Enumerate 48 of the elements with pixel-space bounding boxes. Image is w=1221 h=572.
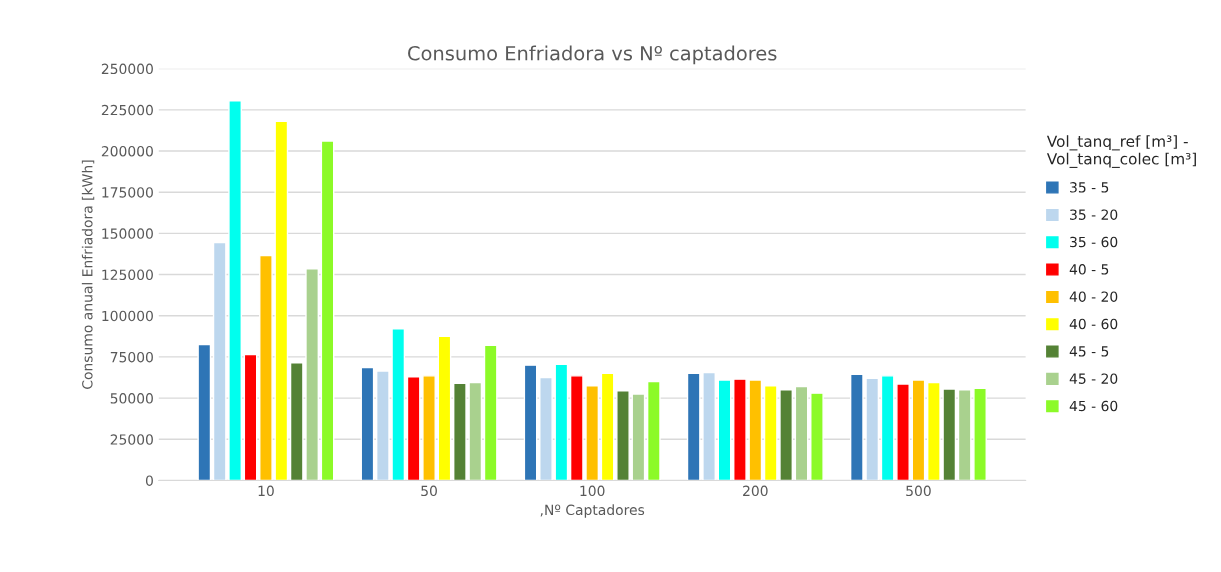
legend-label: 40 - 20 <box>1069 291 1118 302</box>
bar <box>360 366 375 481</box>
y-tick-label: 50000 <box>110 393 153 404</box>
legend-label: 40 - 60 <box>1069 318 1118 330</box>
y-tick-label: 250000 <box>101 63 153 75</box>
bar <box>631 393 646 481</box>
legend-label: 45 - 5 <box>1069 346 1109 357</box>
bar <box>197 343 212 481</box>
bar <box>616 390 630 481</box>
bar <box>880 375 895 481</box>
x-tick-label: 200 <box>743 485 768 497</box>
legend-label: 35 - 5 <box>1070 182 1109 193</box>
y-tick-label: 0 <box>145 475 153 486</box>
bar <box>539 376 553 481</box>
x-tick-label: 10 <box>258 485 274 497</box>
y-tick-label: 225000 <box>101 104 153 116</box>
bar <box>523 364 538 481</box>
y-tick-label: 150000 <box>102 228 153 239</box>
bar <box>646 380 661 481</box>
bar <box>911 379 926 481</box>
x-tick-label: 50 <box>421 485 437 497</box>
bar <box>554 363 569 481</box>
bar <box>896 383 910 481</box>
legend-label: 45 - 20 <box>1069 373 1118 384</box>
bar <box>810 392 824 481</box>
y-axis-title: Consumo anual Enfriadora [kWh] <box>81 160 95 389</box>
x-axis-title: ,Nº Captadores <box>540 504 645 518</box>
y-tick-label: 125000 <box>102 269 153 281</box>
y-tick-label: 100000 <box>102 310 153 322</box>
chart-title: Consumo Enfriadora vs Nº captadores <box>408 45 777 65</box>
y-tick-label: 25000 <box>110 434 153 445</box>
bar <box>243 353 258 481</box>
bar <box>483 344 498 481</box>
x-tick-label: 500 <box>906 485 931 497</box>
bar <box>600 372 615 481</box>
legend-title: Vol_tanq_ref [m³] - Vol_tanq_colec [m³] <box>1046 135 1196 168</box>
y-tick-label: 200000 <box>101 145 153 157</box>
y-tick-label: 75000 <box>110 351 153 363</box>
bar <box>794 385 809 481</box>
legend-label: 45 - 60 <box>1069 400 1118 412</box>
bar <box>437 335 452 481</box>
legend-label: 40 - 5 <box>1069 264 1109 275</box>
y-tick-label: 175000 <box>102 187 153 198</box>
x-tick-label: 100 <box>580 485 605 497</box>
bar <box>717 379 732 481</box>
legend-label: 35 - 20 <box>1070 209 1118 220</box>
bar <box>320 140 335 481</box>
legend-label: 35 - 60 <box>1070 236 1118 248</box>
